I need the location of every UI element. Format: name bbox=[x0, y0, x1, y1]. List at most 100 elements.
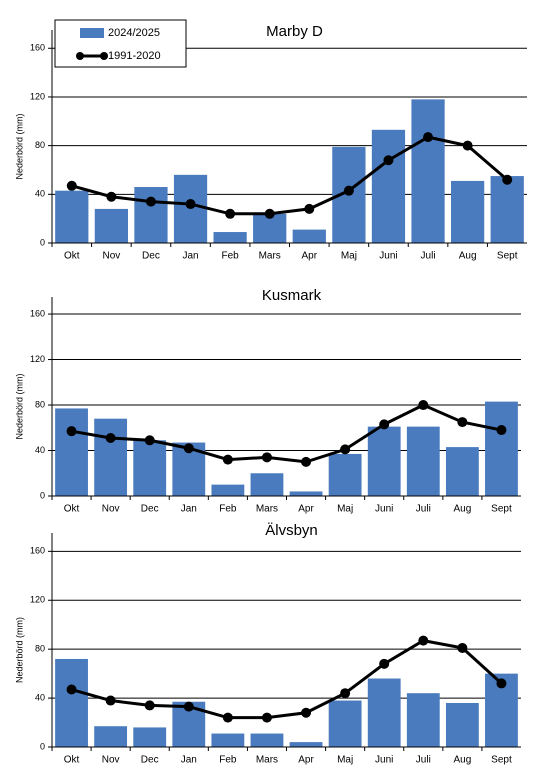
y-tick-label: 40 bbox=[35, 692, 45, 702]
x-tick-label: Sept bbox=[491, 504, 512, 515]
x-tick-label: Juli bbox=[416, 504, 431, 515]
y-tick-label: 0 bbox=[40, 237, 45, 247]
line-marker bbox=[379, 658, 390, 669]
line-marker bbox=[301, 707, 312, 718]
y-tick-label: 0 bbox=[40, 741, 45, 751]
chart-panel: 0 40 80 120 160 Nederbörd (mm) Marby D Okt Nov De… bbox=[14, 19, 527, 262]
x-tick-label: Dec bbox=[141, 504, 159, 515]
x-tick-label: Okt bbox=[64, 504, 80, 515]
x-tick-label: Mars bbox=[259, 251, 281, 262]
line-marker bbox=[222, 454, 233, 465]
x-tick-label: Maj bbox=[341, 251, 357, 262]
line-marker bbox=[418, 400, 429, 411]
x-tick-label: Juli bbox=[421, 251, 436, 262]
x-tick-label: Jan bbox=[182, 251, 198, 262]
x-tick-label: Nov bbox=[102, 251, 120, 262]
bar bbox=[406, 426, 440, 496]
x-tick-label: Apr bbox=[302, 251, 318, 262]
y-axis-label: Nederbörd (mm) bbox=[14, 617, 24, 683]
bar bbox=[133, 727, 167, 747]
chart-title: Kusmark bbox=[262, 287, 322, 304]
x-tick-label: Juni bbox=[375, 755, 393, 766]
line-marker bbox=[457, 417, 468, 428]
chart-title: Älvsbyn bbox=[265, 522, 318, 539]
line-marker bbox=[340, 688, 351, 699]
x-tick-label: Apr bbox=[298, 755, 314, 766]
x-tick-label: Feb bbox=[222, 251, 240, 262]
line-marker bbox=[105, 433, 116, 444]
y-axis-label: Nederbörd (mm) bbox=[14, 113, 24, 179]
chart-title: Marby D bbox=[266, 23, 323, 40]
x-tick-label: Mars bbox=[256, 504, 278, 515]
line-marker bbox=[183, 701, 194, 712]
y-tick-label: 80 bbox=[35, 644, 45, 654]
line bbox=[71, 403, 502, 464]
x-tick-label: Juli bbox=[416, 755, 431, 766]
line-marker bbox=[379, 419, 390, 430]
bar bbox=[94, 726, 128, 747]
x-tick-label: Jan bbox=[181, 504, 197, 515]
y-tick-label: 160 bbox=[30, 308, 45, 318]
bar bbox=[485, 401, 518, 496]
y-tick-label: 120 bbox=[30, 354, 45, 364]
x-tick-label: Feb bbox=[219, 755, 237, 766]
bar bbox=[406, 693, 440, 747]
y-tick-label: 120 bbox=[30, 595, 45, 605]
x-tick-label: Okt bbox=[64, 755, 80, 766]
line-marker bbox=[502, 174, 513, 185]
x-tick-label: Aug bbox=[453, 755, 471, 766]
x-tick-label: Nov bbox=[102, 504, 120, 515]
x-tick-label: Okt bbox=[64, 251, 80, 262]
bar bbox=[328, 453, 362, 496]
bar bbox=[55, 190, 89, 243]
y-tick-label: 0 bbox=[40, 490, 45, 500]
x-tick-label: Feb bbox=[219, 504, 237, 515]
y-tick-label: 40 bbox=[35, 445, 45, 455]
x-tick-label: Dec bbox=[141, 755, 159, 766]
bar bbox=[411, 99, 445, 244]
bar bbox=[367, 426, 401, 496]
bar bbox=[451, 180, 485, 243]
y-tick-label: 80 bbox=[35, 399, 45, 409]
bar bbox=[289, 742, 323, 747]
line-marker bbox=[301, 456, 312, 467]
line bbox=[71, 135, 509, 216]
line-marker bbox=[66, 684, 77, 695]
x-tick-label: Sept bbox=[497, 251, 518, 262]
line-marker bbox=[66, 180, 77, 191]
bar bbox=[213, 232, 247, 243]
line-marker bbox=[183, 443, 194, 454]
bar bbox=[55, 658, 88, 747]
line-marker bbox=[144, 700, 155, 711]
bar bbox=[134, 187, 168, 243]
line-marker bbox=[66, 426, 77, 437]
line-marker bbox=[462, 140, 473, 151]
x-tick-label: Juni bbox=[379, 251, 397, 262]
bar bbox=[367, 678, 401, 747]
legend-marker bbox=[76, 52, 84, 60]
line-marker bbox=[144, 435, 155, 446]
bar bbox=[445, 447, 479, 496]
legend-swatch bbox=[80, 28, 104, 38]
x-tick-label: Maj bbox=[337, 504, 353, 515]
x-tick-label: Nov bbox=[102, 755, 120, 766]
bar bbox=[211, 733, 245, 747]
y-tick-label: 40 bbox=[35, 189, 45, 199]
x-tick-label: Dec bbox=[142, 251, 160, 262]
x-tick-label: Aug bbox=[453, 504, 471, 515]
x-tick-label: Aug bbox=[459, 251, 477, 262]
line-marker bbox=[383, 155, 394, 166]
y-axis-label: Nederbörd (mm) bbox=[14, 373, 24, 439]
bar bbox=[289, 491, 323, 496]
x-tick-label: Maj bbox=[337, 755, 353, 766]
line-marker bbox=[225, 208, 236, 219]
line-marker bbox=[340, 444, 351, 455]
bar bbox=[94, 208, 128, 243]
line-marker bbox=[106, 191, 117, 202]
x-tick-label: Juni bbox=[375, 504, 393, 515]
line bbox=[71, 639, 503, 720]
bar bbox=[490, 176, 524, 243]
bar bbox=[445, 702, 479, 747]
legend-label: 1991-2020 bbox=[108, 50, 161, 62]
